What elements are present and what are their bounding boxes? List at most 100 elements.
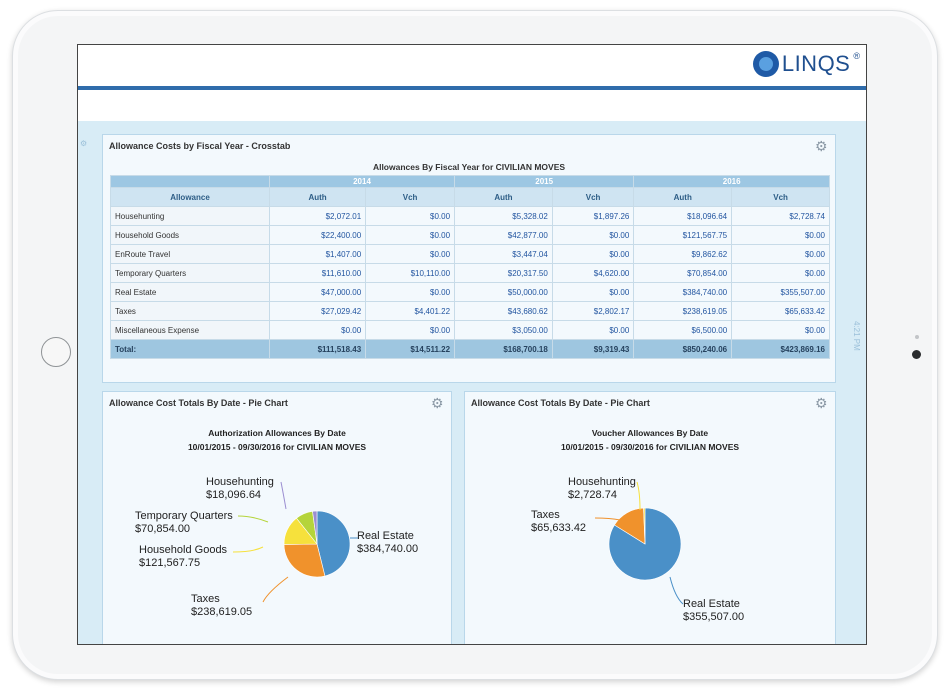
amount-cell: $0.00 [551, 244, 635, 264]
amount-cell: $0.00 [731, 225, 830, 245]
vch-label-real-estate: Real Estate $355,507.00 [683, 598, 744, 624]
amount-cell: $1,407.00 [268, 244, 367, 264]
auth-pie-gear-icon[interactable]: ⚙ [431, 395, 444, 411]
taxes-leader-line [594, 517, 621, 521]
crosstab-panel-title: Allowance Costs by Fiscal Year - Crossta… [109, 141, 291, 151]
auth-column-header: Auth [268, 187, 367, 207]
side-time: 4:21 PM [852, 321, 861, 351]
amount-cell: $47,000.00 [268, 282, 367, 302]
slice-label: Taxes [191, 593, 220, 605]
total-cell: $9,319.43 [551, 339, 635, 359]
amount-cell: $1,897.26 [551, 206, 635, 226]
auth-column-header: Auth [454, 187, 553, 207]
vch-pie-title-line1: Voucher Allowances By Date [591, 428, 709, 438]
slice-value: $238,619.05 [191, 606, 253, 618]
total-row: Total: $111,518.43 $14,511.22 $168,700.1… [110, 339, 830, 359]
pie-slice-real-estate[interactable] [316, 510, 351, 577]
auth-pie-title-line2: 10/01/2015 - 09/30/2016 for CIVILIAN MOV… [187, 442, 367, 452]
header-divider [78, 86, 866, 90]
amount-cell: $384,740.00 [633, 282, 733, 302]
amount-cell: $0.00 [551, 282, 635, 302]
household-goods-leader-line [232, 546, 264, 553]
vch-label-taxes: Taxes $65,633.42 [531, 509, 586, 535]
amount-cell: $9,862.62 [633, 244, 733, 264]
househunting-leader-line [636, 481, 641, 511]
amount-cell: $238,619.05 [633, 301, 733, 321]
crosstab-gear-icon[interactable]: ⚙ [815, 138, 828, 154]
linqs-logo[interactable]: LINQS ® [752, 49, 860, 79]
auth-pie-panel: Allowance Cost Totals By Date - Pie Char… [102, 391, 452, 644]
table-row: Househunting $2,072.01 $0.00 $5,328.02 $1,89… [110, 206, 830, 226]
amount-cell: $0.00 [551, 320, 635, 340]
amount-cell: $0.00 [365, 244, 456, 264]
amount-cell: $2,802.17 [551, 301, 635, 321]
amount-cell: $5,328.02 [454, 206, 553, 226]
table-row: Household Goods $22,400.00 $0.00 $42,877.00… [110, 225, 830, 245]
auth-label-real-estate: Real Estate $384,740.00 [357, 530, 418, 556]
temporary-quarters-leader-line [237, 515, 269, 523]
slice-value: $70,854.00 [135, 523, 191, 535]
amount-cell: $3,447.04 [454, 244, 553, 264]
sub-header [78, 91, 866, 121]
auth-pie-title-line1: Authorization Allowances By Date [208, 428, 346, 438]
pie-slice-taxes[interactable] [283, 543, 326, 578]
amount-cell: $0.00 [268, 320, 367, 340]
year-header: 2016 [633, 175, 830, 188]
year-header-blank [110, 175, 270, 188]
slice-value: $18,096.64 [206, 489, 262, 501]
total-cell: $14,511.22 [365, 339, 456, 359]
auth-pie-title: Authorization Allowances By Date 10/01/2… [103, 426, 451, 454]
camera-dot [912, 350, 921, 359]
auth-column-header: Auth [633, 187, 733, 207]
amount-cell: $4,401.22 [365, 301, 456, 321]
amount-cell: $0.00 [731, 320, 830, 340]
allowance-name-cell: EnRoute Travel [110, 244, 270, 264]
amount-cell: $70,854.00 [633, 263, 733, 283]
left-gear-icon-partial: ⚙ [80, 139, 88, 148]
app-screen: LINQS ® ⚙ 4:21 PM Allowance Costs by Fis… [77, 44, 867, 645]
vch-column-header: Vch [365, 187, 456, 207]
taxes-leader-line [262, 576, 289, 603]
amount-cell: $0.00 [365, 282, 456, 302]
amount-cell: $2,728.74 [731, 206, 830, 226]
pie-slice-real-estate[interactable] [608, 507, 682, 581]
app-header: LINQS ® [78, 45, 866, 87]
crosstab-table: 2014 2015 2016 Allowance Auth Vch Auth V… [110, 175, 830, 359]
amount-cell: $121,567.75 [633, 225, 733, 245]
auth-pie-chart [232, 481, 358, 603]
allowance-name-cell: Miscellaneous Expense [110, 320, 270, 340]
auth-label-househunting: Househunting $18,096.64 [206, 476, 274, 502]
househunting-leader-line [280, 481, 287, 510]
amount-cell: $42,877.00 [454, 225, 553, 245]
vch-pie-chart [594, 481, 684, 605]
sensor-dot [915, 335, 919, 339]
amount-cell: $0.00 [731, 244, 830, 264]
logo-registered-mark: ® [853, 51, 860, 61]
amount-cell: $10,110.00 [365, 263, 456, 283]
amount-cell: $355,507.00 [731, 282, 830, 302]
table-row: Real Estate $47,000.00 $0.00 $50,000.00 $0.0… [110, 282, 830, 302]
amount-cell: $50,000.00 [454, 282, 553, 302]
amount-cell: $43,680.62 [454, 301, 553, 321]
vch-pie-panel-title: Allowance Cost Totals By Date - Pie Char… [471, 398, 650, 408]
vch-pie-gear-icon[interactable]: ⚙ [815, 395, 828, 411]
table-row: Temporary Quarters $11,610.00 $10,110.00 $2… [110, 263, 830, 283]
pie-slice-househunting[interactable] [312, 510, 318, 545]
pie-slice-househunting[interactable] [643, 507, 646, 545]
auth-label-temporary-quarters: Temporary Quarters $70,854.00 [135, 510, 233, 536]
auth-label-taxes: Taxes $238,619.05 [191, 593, 252, 619]
slice-label: Temporary Quarters [135, 510, 233, 522]
home-button[interactable] [41, 337, 71, 367]
vch-pie-title-line2: 10/01/2015 - 09/30/2016 for CIVILIAN MOV… [560, 442, 740, 452]
total-cell: $168,700.18 [454, 339, 553, 359]
logo-text: LINQS [781, 51, 851, 76]
table-row: EnRoute Travel $1,407.00 $0.00 $3,447.04 $0.… [110, 244, 830, 264]
allowance-column-header: Allowance [110, 187, 270, 207]
amount-cell: $0.00 [365, 206, 456, 226]
slice-label: Househunting [206, 476, 274, 488]
slice-value: $384,740.00 [357, 543, 419, 555]
allowance-name-cell: Househunting [110, 206, 270, 226]
slice-label: Real Estate [357, 530, 414, 542]
allowance-name-cell: Household Goods [110, 225, 270, 245]
auth-label-household-goods: Household Goods $121,567.75 [139, 544, 227, 570]
